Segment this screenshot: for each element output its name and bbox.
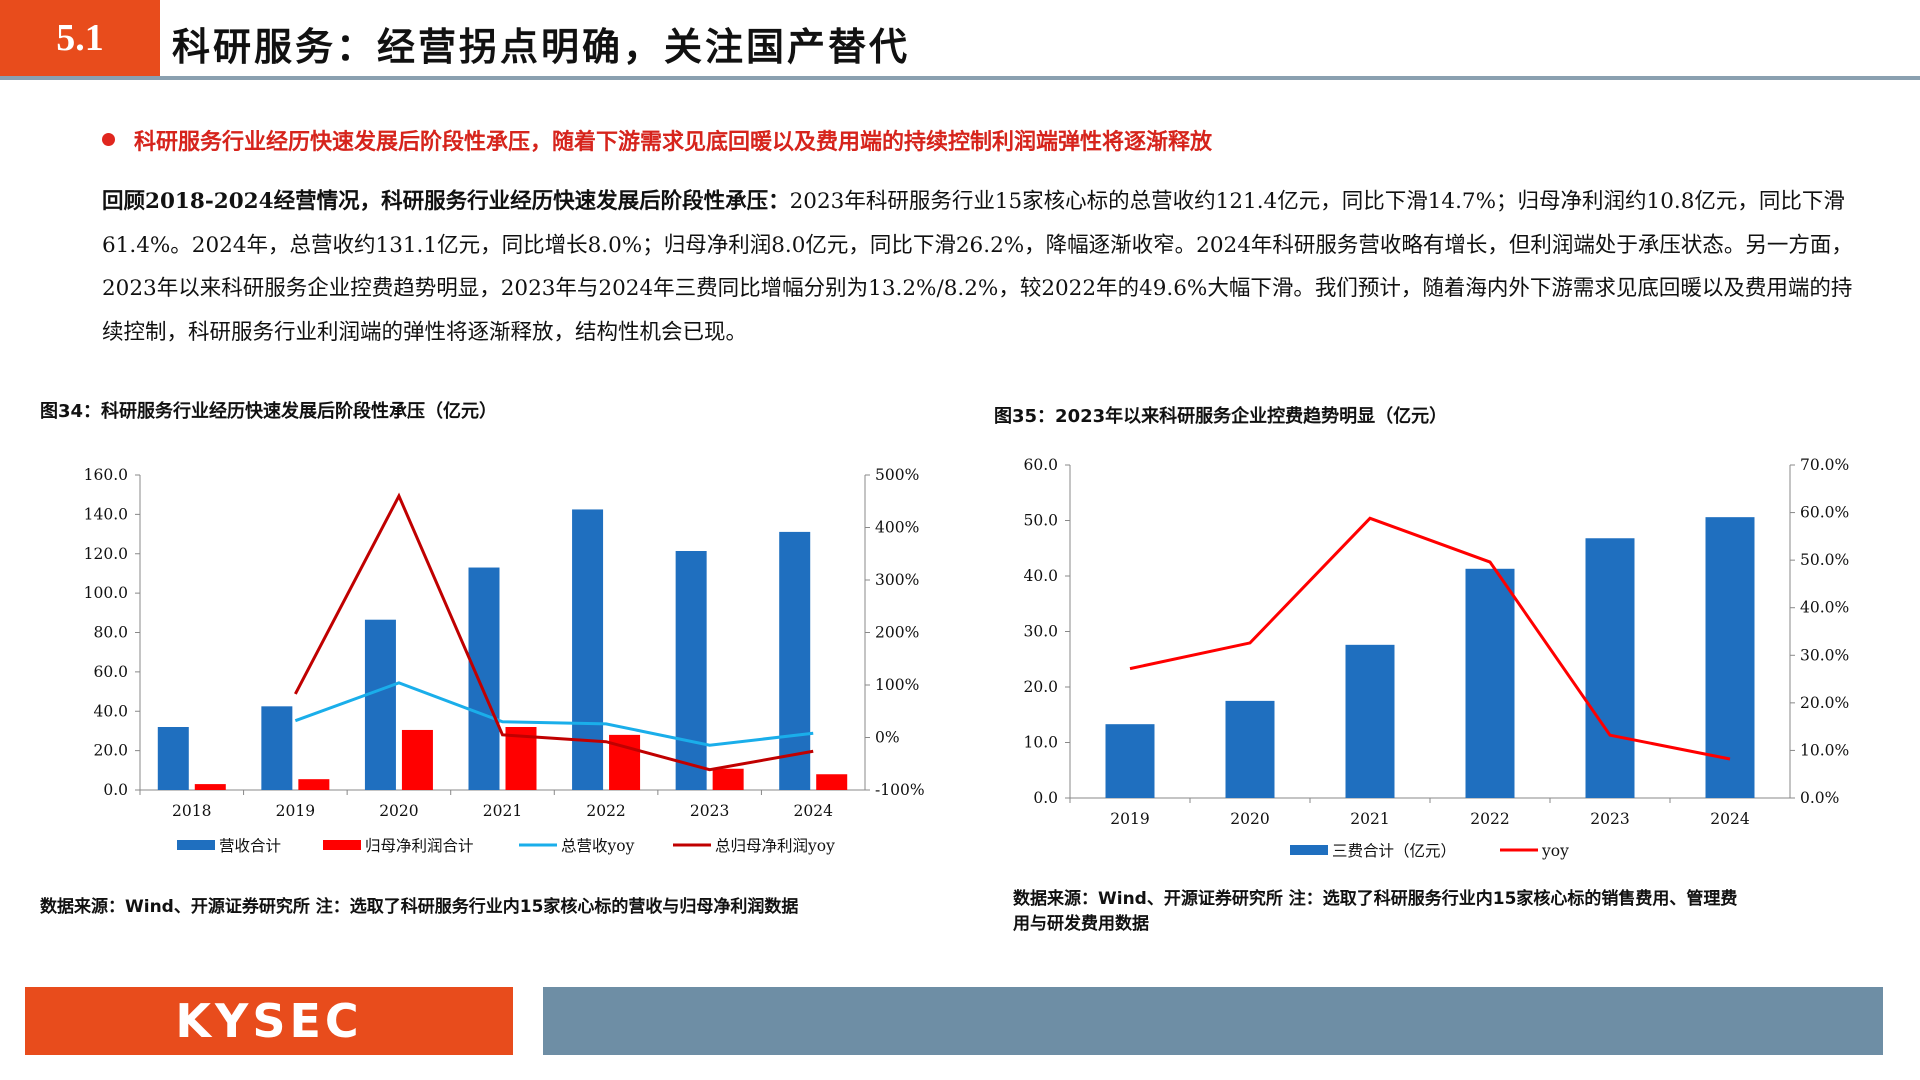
x-tick-label: 2024 — [793, 802, 833, 820]
legend-label: 总营收yoy — [561, 837, 635, 855]
bar-primary — [572, 509, 604, 790]
header-divider — [0, 76, 1920, 80]
y-tick-label-left: 140.0 — [84, 505, 128, 523]
x-tick-label: 2020 — [1230, 810, 1269, 828]
y-tick-label-left: 20.0 — [1023, 678, 1058, 696]
bar-primary — [468, 567, 500, 790]
figure34-source: 数据来源：Wind、开源证券研究所 注：选取了科研服务行业内15家核心标的营收与… — [40, 897, 799, 917]
x-tick-label: 2019 — [276, 802, 315, 820]
bar-primary — [1105, 724, 1155, 798]
y-tick-label-left: 0.0 — [103, 781, 128, 799]
y-tick-label-right: 200% — [875, 624, 919, 642]
y-tick-label-left: 100.0 — [84, 584, 128, 602]
y-tick-label-right: 500% — [875, 466, 919, 484]
x-tick-label: 2022 — [1470, 810, 1509, 828]
y-tick-label-right: 50.0% — [1800, 551, 1849, 569]
y-tick-label-left: 30.0 — [1023, 623, 1058, 641]
figure34-title: 图34：科研服务行业经历快速发展后阶段性承压（亿元） — [40, 401, 498, 422]
line-series-1 — [1129, 516, 1731, 761]
line-series-1 — [294, 681, 814, 747]
y-tick-label-right: 60.0% — [1800, 504, 1849, 522]
y-tick-label-right: 100% — [875, 676, 919, 694]
line-series-2 — [294, 492, 814, 772]
footer-bar — [543, 987, 1883, 1055]
x-tick-label: 2023 — [690, 802, 729, 820]
legend-label: 总归母净利润yoy — [715, 837, 835, 855]
summary-body: 2023年科研服务行业15家核心标的总营收约121.4亿元，同比下滑14.7%；… — [102, 189, 1853, 345]
legend-label: 营收合计 — [219, 837, 281, 855]
summary-lead: 回顾2018-2024经营情况，科研服务行业经历快速发展后阶段性承压： — [102, 189, 790, 214]
x-tick-label: 2021 — [1350, 810, 1389, 828]
x-tick-label: 2021 — [483, 802, 522, 820]
y-tick-label-right: 400% — [875, 519, 919, 537]
bar-secondary — [712, 768, 744, 790]
x-tick-label: 2022 — [586, 802, 625, 820]
y-tick-label-right: 40.0% — [1800, 599, 1849, 617]
y-tick-label-left: 20.0 — [93, 742, 128, 760]
bar-primary — [1465, 568, 1515, 798]
x-tick-label: 2019 — [1110, 810, 1149, 828]
y-tick-label-right: 10.0% — [1800, 741, 1849, 759]
figure35-chart: 0.0 10.0 20.0 30.0 40.0 50.0 60.0 0.0% 10.0% 20.0… — [1023, 456, 1849, 860]
y-tick-label-right: 0.0% — [1800, 789, 1839, 807]
x-tick-label: 2024 — [1710, 810, 1750, 828]
bar-primary — [364, 619, 396, 790]
legend-swatch — [177, 840, 215, 850]
y-tick-label-left: 160.0 — [84, 466, 128, 484]
legend-swatch — [323, 840, 361, 850]
bullet-dot-icon — [102, 133, 115, 146]
bar-primary — [675, 550, 707, 790]
y-tick-label-left: 40.0 — [93, 702, 128, 720]
key-point: 科研服务行业经历快速发展后阶段性承压，随着下游需求见底回暖以及费用端的持续控制利… — [134, 130, 1213, 155]
bar-secondary — [401, 729, 433, 790]
y-tick-label-left: 10.0 — [1023, 734, 1058, 752]
bar-primary — [1585, 538, 1635, 798]
y-tick-label-left: 60.0 — [1023, 456, 1058, 474]
y-tick-label-right: 30.0% — [1800, 646, 1849, 664]
legend-label: yoy — [1541, 842, 1569, 860]
summary-paragraph: 回顾2018-2024经营情况，科研服务行业经历快速发展后阶段性承压：2023年… — [102, 180, 1862, 354]
legend-label: 三费合计（亿元） — [1332, 842, 1456, 860]
bar-secondary — [298, 779, 330, 790]
bar-primary — [1705, 517, 1755, 798]
bar-secondary — [816, 774, 848, 790]
y-tick-label-left: 0.0 — [1033, 789, 1058, 807]
bar-secondary — [194, 784, 226, 790]
bar-primary — [779, 531, 811, 790]
y-tick-label-right: 20.0% — [1800, 694, 1849, 712]
x-tick-label: 2020 — [379, 802, 418, 820]
y-tick-label-right: 0% — [875, 729, 900, 747]
legend-label: 归母净利润合计 — [365, 837, 474, 855]
x-tick-label: 2018 — [172, 802, 211, 820]
kysec-logo: KYSEC — [25, 987, 513, 1055]
x-tick-label: 2023 — [1590, 810, 1629, 828]
y-tick-label-right: 70.0% — [1800, 456, 1849, 474]
legend-swatch — [1290, 845, 1328, 855]
figure35-title: 图35：2023年以来科研服务企业控费趋势明显（亿元） — [994, 406, 1448, 427]
y-tick-label-right: -100% — [875, 781, 925, 799]
section-number: 5.1 — [0, 0, 160, 76]
y-tick-label-left: 60.0 — [93, 663, 128, 681]
figure35-source: 数据来源：Wind、开源证券研究所 注：选取了科研服务行业内15家核心标的销售费… — [1013, 887, 1737, 937]
y-tick-label-left: 120.0 — [84, 545, 128, 563]
y-tick-label-left: 50.0 — [1023, 512, 1058, 530]
bar-primary — [1225, 700, 1275, 798]
figure35-source-line1: 数据来源：Wind、开源证券研究所 注：选取了科研服务行业内15家核心标的销售费… — [1013, 889, 1738, 909]
figure35-source-line2: 用与研发费用数据 — [1013, 914, 1149, 934]
y-tick-label-left: 80.0 — [93, 624, 128, 642]
y-tick-label-right: 300% — [875, 571, 919, 589]
bar-primary — [261, 706, 293, 790]
y-tick-label-left: 40.0 — [1023, 567, 1058, 585]
bar-primary — [157, 727, 189, 790]
page-title: 科研服务：经营拐点明确，关注国产替代 — [172, 25, 911, 69]
figure34-chart: 0.0 20.0 40.0 60.0 80.0 100.0 120.0 140.0 160.0 -… — [84, 466, 925, 855]
bar-primary — [1345, 644, 1395, 798]
